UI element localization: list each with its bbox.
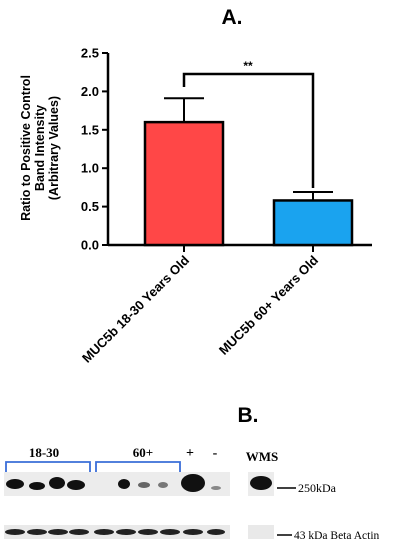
blot-group-label-60plus: 60+ <box>133 445 153 460</box>
blot-band <box>29 482 45 490</box>
blot-band <box>27 529 47 535</box>
y-axis-title-line-1: Ratio to Positive Control <box>19 75 33 221</box>
blot-label-positive: + <box>186 446 194 461</box>
blot-band <box>69 529 89 535</box>
blot-band <box>118 479 130 489</box>
y-tick-label: 1.0 <box>81 161 99 176</box>
wms-actin-strip <box>248 525 274 539</box>
blot-bands-actin <box>5 529 225 535</box>
blot-band <box>48 529 68 535</box>
panel-a-label: A. <box>222 6 243 29</box>
y-tick-label: 1.5 <box>81 122 99 137</box>
blot-label-negative: - <box>213 446 218 461</box>
blot-band <box>138 482 150 488</box>
significance-bracket-line <box>182 72 315 188</box>
blot-band-negative-control <box>211 486 221 490</box>
marker-actin-label: 43 kDa Beta Actin <box>294 530 380 542</box>
wms-band <box>250 476 272 490</box>
bar <box>143 120 225 247</box>
wms-label: WMS <box>246 449 279 464</box>
blot-band <box>138 529 158 535</box>
blot-band <box>5 529 25 535</box>
x-tick-label: MUC5b 60+ Years Old <box>216 252 321 357</box>
y-axis-title: Ratio to Positive Control Band Intensity… <box>19 75 61 221</box>
blot-band-positive-control <box>181 474 205 492</box>
bar-chart: 0.0 0.5 1.0 1.5 2.0 2.5 MUC5b 18-30 Years Old M… <box>79 46 372 366</box>
y-tick-label: 2.0 <box>81 84 99 99</box>
blot-group-label-18-30: 18-30 <box>29 445 59 460</box>
significance-bracket: ** <box>182 59 315 188</box>
y-axis-title-line-2: Band Intensity <box>33 105 47 191</box>
blot-band <box>116 529 136 535</box>
blot-band <box>49 477 65 489</box>
y-tick-label: 0.0 <box>81 238 99 253</box>
marker-250-label: 250kDa <box>298 481 337 495</box>
x-tick-label: MUC5b 18-30 Years Old <box>79 252 192 365</box>
blot-band <box>207 529 225 535</box>
bracket-60plus <box>95 461 181 472</box>
blot-bands-muc5b <box>6 474 221 492</box>
blot-band <box>158 482 168 488</box>
blot-band <box>6 479 24 489</box>
y-axis-title-line-3: (Arbitrary Values) <box>47 96 61 200</box>
y-tick-label: 0.5 <box>81 199 99 214</box>
bar <box>272 199 354 247</box>
western-blot: 18-30 60+ + - WMS 250kDa <box>4 445 380 542</box>
panel-b-label: B. <box>238 404 259 427</box>
blot-band <box>94 529 114 535</box>
y-tick-label: 2.5 <box>81 46 99 61</box>
significance-stars: ** <box>243 59 253 73</box>
blot-band <box>67 480 85 490</box>
bracket-18-30 <box>5 461 91 472</box>
blot-band <box>183 529 203 535</box>
blot-band <box>160 529 180 535</box>
